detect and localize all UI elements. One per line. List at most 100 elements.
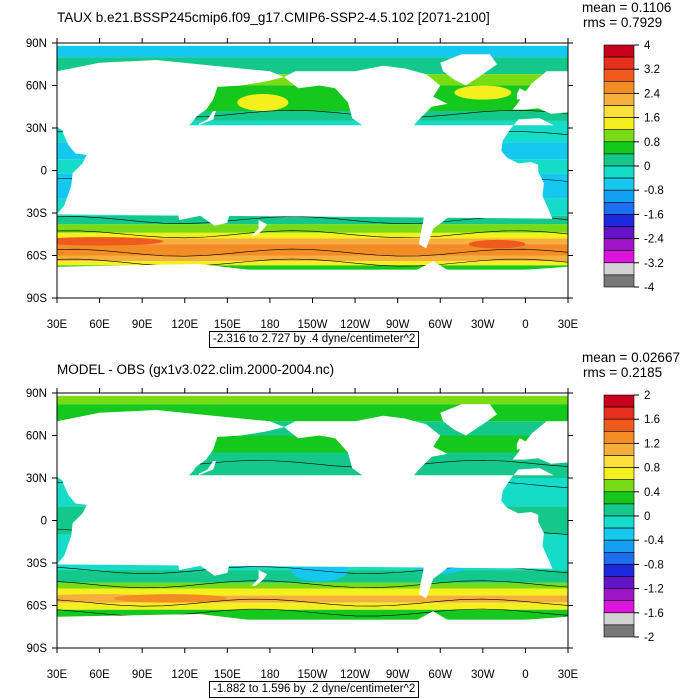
- y-tick-label: 90N: [26, 388, 47, 400]
- mean-stat: mean = 0.1106: [582, 0, 672, 15]
- land-australia: [176, 536, 232, 576]
- colorbar-label: -1.2: [644, 584, 664, 596]
- colorbar-label: -3.2: [644, 258, 664, 270]
- colorbar-swatch: [603, 153, 635, 167]
- colorbar-swatch: [603, 431, 635, 444]
- colorbar-swatch: [603, 189, 635, 203]
- colorbar-swatch: [603, 226, 635, 239]
- x-tick-label: 150W: [297, 669, 327, 681]
- stress-band: [57, 232, 568, 239]
- y-tick-label: 30N: [26, 473, 47, 485]
- land-indonesia: [149, 513, 189, 535]
- land-ng: [200, 171, 228, 185]
- stress-band: [57, 215, 568, 225]
- x-tick-label: 120E: [171, 669, 198, 681]
- x-tick-label: 0: [522, 669, 528, 681]
- colorbar-swatch: [603, 117, 635, 130]
- colorbar-label: 1.6: [644, 414, 660, 426]
- colorbar-swatch: [603, 600, 635, 614]
- x-tick-label: 90E: [132, 319, 153, 331]
- x-tick-label: 120W: [340, 669, 370, 681]
- x-tick-label: 30W: [471, 319, 495, 331]
- rms-stat: rms = 0.2185: [583, 365, 663, 380]
- land-greenland: [440, 404, 497, 436]
- colorbar-label: 0: [644, 161, 650, 173]
- colorbar-label: 0.8: [644, 463, 660, 475]
- x-tick-label: 30E: [47, 669, 68, 681]
- colorbar-label: -2: [644, 632, 654, 644]
- colorbar-label: -4: [644, 282, 655, 294]
- colorbar-swatch: [603, 141, 635, 155]
- colorbar-label: -2.4: [644, 234, 664, 246]
- land-indonesia: [149, 163, 189, 185]
- colorbar-label: 2: [644, 390, 650, 402]
- land-europe: [512, 71, 568, 114]
- colorbar-swatch: [603, 129, 635, 143]
- y-tick-label: 60N: [26, 431, 47, 443]
- land-japan: [198, 111, 216, 126]
- stress-band: [57, 588, 568, 596]
- x-tick-label: 180: [260, 669, 279, 681]
- stress-band: [57, 261, 568, 266]
- x-tick-label: 150W: [297, 319, 327, 331]
- colorbar-label: -1.6: [644, 209, 664, 221]
- map-field: [57, 45, 568, 298]
- colorbar-swatch: [603, 44, 635, 58]
- colorbar-swatch: [603, 202, 635, 215]
- colorbar-swatch: [603, 68, 635, 82]
- x-tick-label: 60W: [428, 669, 452, 681]
- stress-band: [57, 595, 568, 603]
- colorbar-swatch: [603, 552, 635, 565]
- y-tick-label: 30S: [27, 558, 48, 570]
- x-tick-label: 90W: [386, 669, 410, 681]
- stress-blob: [113, 594, 228, 603]
- x-tick-label: 30E: [558, 319, 579, 331]
- y-tick-label: 90S: [27, 293, 48, 305]
- stress-band: [57, 111, 568, 121]
- x-tick-label: 180: [260, 319, 279, 331]
- y-tick-label: 30S: [27, 208, 48, 220]
- land-ng: [200, 521, 228, 535]
- colorbar-swatch: [603, 274, 635, 288]
- land-madagascar: [76, 188, 86, 206]
- x-tick-label: 60W: [428, 319, 452, 331]
- land-namerica: [284, 415, 448, 510]
- contour-line: [57, 216, 568, 224]
- y-tick-label: 60S: [27, 601, 48, 613]
- colorbar-label: 0.8: [644, 137, 660, 149]
- colorbar-swatch: [603, 177, 635, 191]
- chart-title: MODEL - OBS (gx1v3.022.clim.2000-2004.nc…: [57, 362, 335, 377]
- land-samerica: [410, 503, 476, 599]
- contour-line: [57, 580, 568, 589]
- colorbar-swatch: [603, 105, 635, 118]
- colorbar-swatch: [603, 214, 635, 227]
- contour-line: [57, 598, 568, 607]
- land-eurasia: [57, 410, 285, 517]
- colorbar-swatch: [603, 81, 635, 94]
- colorbar-swatch: [603, 238, 635, 252]
- contour-line: [57, 248, 568, 257]
- colorbar-label: 1.2: [644, 438, 660, 450]
- colorbar-swatch: [603, 576, 635, 589]
- contour-line: [57, 258, 568, 267]
- land-newzealand: [251, 220, 268, 236]
- colorbar-label: 4: [644, 40, 651, 52]
- x-tick-label: 120W: [340, 319, 370, 331]
- contour-range-label: -1.882 to 1.596 by .2 dyne/centimeter^2: [209, 681, 420, 698]
- stress-band: [57, 602, 568, 610]
- colorbar-swatch: [603, 588, 635, 602]
- mean-stat: mean = 0.02667: [582, 350, 680, 365]
- colorbar-swatch: [603, 612, 635, 626]
- stress-band: [57, 45, 568, 58]
- colorbar-label: -0.8: [644, 185, 664, 197]
- x-tick-label: 150E: [214, 319, 241, 331]
- stress-blob: [237, 94, 289, 111]
- colorbar-label: 0.4: [644, 487, 661, 499]
- contour-range-label: -2.316 to 2.727 by .4 dyne/centimeter^2: [209, 331, 420, 348]
- land-antarctica: [57, 261, 568, 298]
- chart-title: TAUX b.e21.BSSP245cmip6.f09_g17.CMIP6-SS…: [57, 10, 490, 25]
- colorbar-swatch: [603, 56, 635, 70]
- colorbar-label: 0: [644, 511, 650, 523]
- colorbar-swatch: [603, 93, 635, 106]
- stress-band: [57, 224, 568, 233]
